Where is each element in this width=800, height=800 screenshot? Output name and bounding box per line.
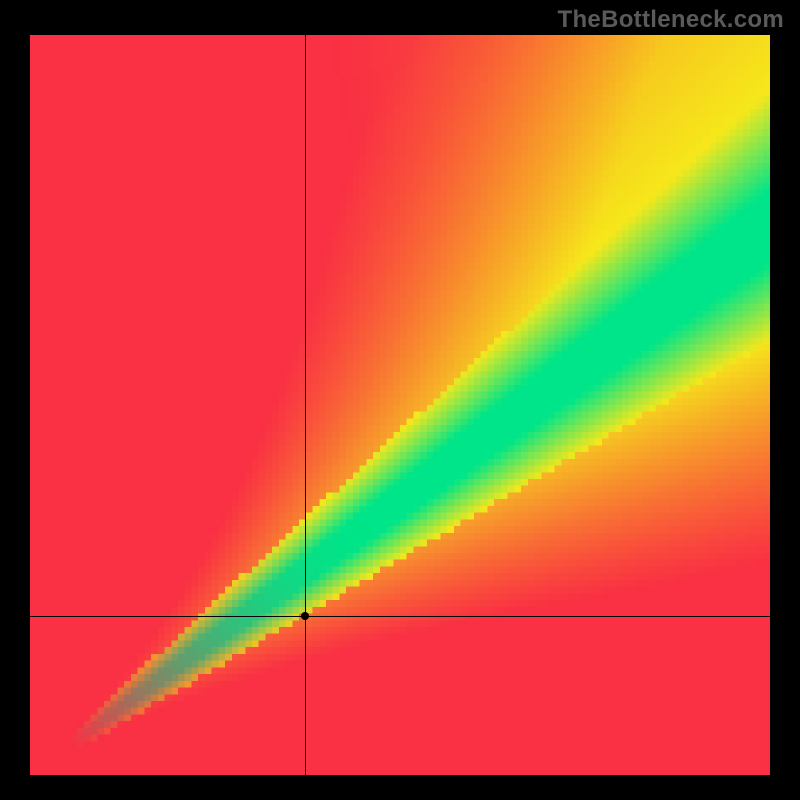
heatmap-plot [30, 35, 770, 775]
crosshair-horizontal [30, 616, 770, 617]
crosshair-marker [301, 612, 309, 620]
crosshair-vertical [305, 35, 306, 775]
heatmap-canvas [30, 35, 770, 775]
watermark-text: TheBottleneck.com [558, 6, 784, 34]
